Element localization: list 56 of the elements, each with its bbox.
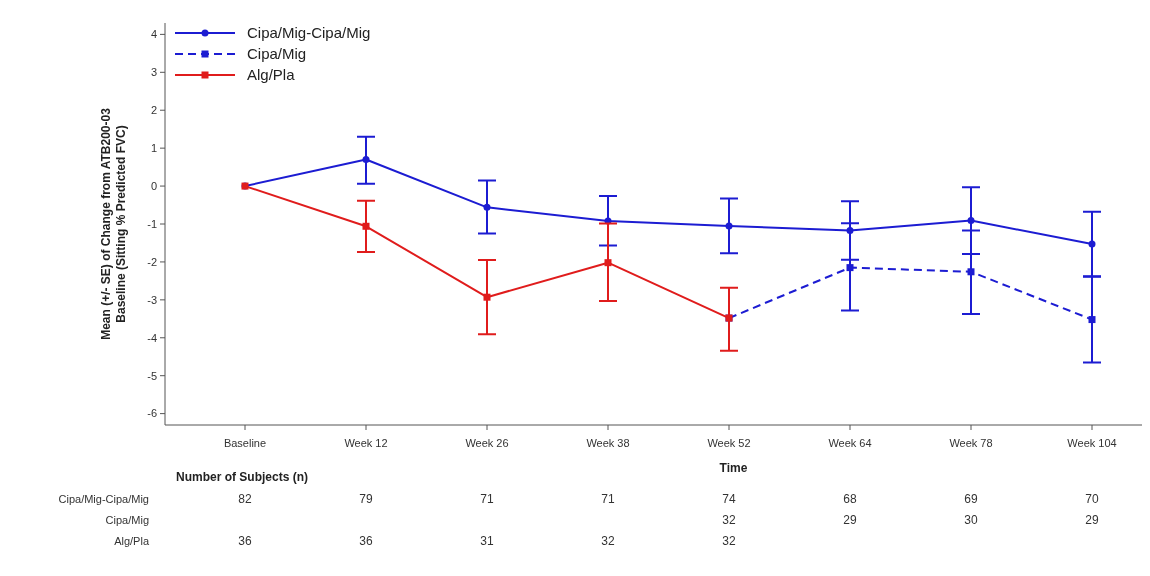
y-tick-label: 3 (150, 66, 157, 79)
point (725, 222, 733, 230)
legend-label: Alg/Pla (247, 66, 296, 84)
text: 32 (722, 513, 736, 527)
y-tick-label: 4 (150, 28, 157, 41)
y-tick-label: 1 (150, 142, 157, 154)
y-tick-label: -4 (147, 331, 157, 344)
text: 30 (964, 513, 978, 527)
y-tick-label: 2 (150, 104, 157, 117)
point (967, 217, 975, 225)
point (362, 222, 370, 230)
text: 74 (722, 492, 736, 506)
text: 29 (1085, 513, 1099, 527)
y-tick-label: -2 (147, 255, 157, 268)
text: 36 (238, 534, 252, 548)
x-tick-label: Week 26 (465, 437, 509, 449)
point (1088, 316, 1096, 324)
point (1088, 240, 1096, 248)
text: Cipa/Mig-Cipa/Mig (58, 493, 149, 505)
point (967, 268, 975, 276)
point (846, 264, 854, 272)
legend-label: Cipa/Mig (247, 45, 307, 63)
x-tick-label: Week 104 (1067, 437, 1117, 449)
text: 70 (1085, 492, 1099, 506)
point (604, 259, 612, 267)
point (483, 203, 491, 211)
text: 36 (359, 534, 373, 548)
x-tick-label: Baseline (223, 437, 267, 449)
text: 31 (480, 534, 494, 548)
text: 29 (843, 513, 857, 527)
text: 79 (359, 492, 373, 506)
text: 82 (238, 492, 252, 506)
y-tick-label: -5 (147, 369, 157, 382)
x-axis-title: Time (719, 461, 748, 475)
x-tick-label: Week 64 (828, 437, 872, 449)
text: 71 (601, 492, 615, 506)
text: Cipa/Mig (105, 514, 149, 526)
x-tick-label: Week 78 (949, 437, 993, 449)
text: 32 (722, 534, 736, 548)
y-axis-title: Mean (+/- SE) of Change from ATB200-03 Baseline (Sitting % Predicted FVC) (99, 107, 128, 340)
text: 68 (843, 492, 857, 506)
legend-label: Cipa/Mig-Cipa/Mig (247, 24, 371, 42)
text: Number of Subjects (n) (176, 470, 309, 484)
y-tick-label: -6 (147, 407, 157, 420)
x-tick-label: Week 12 (344, 437, 388, 449)
point (362, 156, 370, 164)
y-tick-label: 0 (150, 179, 157, 192)
point (483, 293, 491, 301)
text: Alg/Pla (114, 535, 150, 547)
x-tick-label: Week 52 (707, 437, 751, 449)
text: 71 (480, 492, 494, 506)
y-tick-label: -1 (147, 217, 157, 230)
y-tick-label: -3 (147, 293, 157, 306)
x-tick-label: Week 38 (586, 437, 630, 449)
text: 32 (601, 534, 615, 548)
text: 69 (964, 492, 978, 506)
